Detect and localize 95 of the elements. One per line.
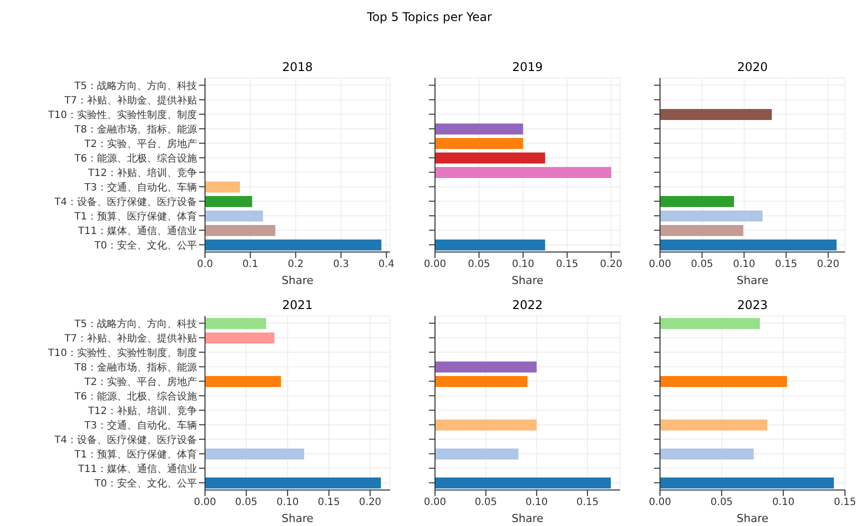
bar (660, 376, 788, 387)
bar (435, 376, 528, 387)
chart-title: 2019 (511, 60, 544, 76)
y-tick-label: T1：预算、医疗保健、体育 (74, 448, 197, 460)
y-tick-label: T5：战略方向、方向、科技 (74, 80, 197, 92)
x-tick-label: 0.10 (276, 497, 299, 508)
y-tick-label: T0：安全、文化、公平 (94, 477, 197, 490)
bar (205, 332, 274, 344)
y-tick-label: T4：设备、医疗保健、医疗设备 (54, 196, 197, 208)
bar (660, 109, 772, 120)
bar (205, 448, 304, 460)
bar (205, 196, 252, 207)
x-axis-title: Share (282, 512, 314, 525)
x-tick-label: 0.15 (775, 259, 798, 270)
bar (205, 240, 382, 250)
y-tick-label: T0：安全、文化、公平 (94, 239, 197, 252)
y-tick-label: T8：金融市场、指标、能源 (74, 123, 197, 136)
chart-title: 2018 (281, 60, 314, 76)
bar (435, 362, 537, 372)
y-tick-label: T1：预算、医疗保健、体育 (74, 210, 197, 222)
y-tick-label: T6：能源、北极、综合设施 (74, 390, 197, 402)
x-tick-label: 0.10 (772, 497, 794, 508)
y-tick-label: T4：设备、医疗保健、医疗设备 (54, 434, 197, 446)
bar (435, 138, 524, 149)
x-tick-label: 0.05 (468, 259, 490, 270)
x-tick-label: 0.20 (359, 497, 382, 508)
x-tick-label: 0.2 (288, 259, 304, 270)
bar (435, 152, 546, 164)
x-tick-label: 0.00 (424, 259, 446, 270)
x-tick-label: 0.10 (512, 259, 534, 270)
y-tick-label: T3：交通、自动化、车辆 (84, 419, 197, 432)
x-tick-label: 0.05 (235, 497, 258, 508)
bar (660, 448, 754, 460)
bar (435, 478, 611, 488)
x-tick-label: 0.15 (834, 497, 856, 508)
y-tick-label: T12：补贴、培训、竞争 (87, 166, 197, 179)
y-tick-label: T11：媒体、通信、通信业 (77, 462, 197, 475)
bar (435, 448, 518, 460)
x-tick-label: 0.05 (474, 497, 497, 508)
y-tick-label: T2：实验、平台、房地产 (84, 138, 197, 150)
bar (660, 240, 837, 250)
x-tick-label: 0.05 (690, 259, 714, 270)
bar (205, 318, 266, 329)
x-tick-label: 0.1 (242, 259, 258, 270)
chart-title: 2020 (736, 60, 769, 76)
x-tick-label: 0.00 (648, 497, 672, 508)
x-tick-label: 0.10 (732, 259, 756, 270)
y-tick-label: T8：金融市场、指标、能源 (74, 361, 197, 374)
x-tick-label: 0.15 (556, 259, 578, 270)
x-axis-title: Share (512, 274, 544, 287)
x-tick-label: 0.20 (600, 259, 622, 270)
x-axis-title: Share (512, 512, 544, 525)
chart-title: 2022 (511, 298, 544, 314)
x-tick-label: 0.4 (378, 259, 394, 270)
y-tick-label: T7：补贴、补助金、提供补贴 (64, 94, 197, 106)
y-tick-label: T5：战略方向、方向、科技 (74, 318, 197, 330)
bar (660, 318, 760, 329)
y-tick-label: T12：补贴、培训、竞争 (87, 404, 197, 417)
y-tick-label: T2：实验、平台、房地产 (84, 376, 197, 388)
x-tick-label: 0.10 (526, 497, 548, 508)
bar (660, 210, 763, 222)
x-tick-label: 0.20 (817, 259, 840, 270)
bar (435, 167, 612, 178)
x-tick-label: 0.0 (197, 259, 213, 270)
bar (205, 210, 264, 222)
x-axis-title: Share (736, 274, 769, 287)
text: Top 5 Topics per Year (366, 10, 493, 24)
y-tick-label: T10：实验性、实验性制度、制度 (47, 108, 197, 121)
chart-title: 2021 (281, 298, 314, 314)
y-tick-label: T10：实验性、实验性制度、制度 (47, 346, 197, 359)
bar (660, 478, 834, 488)
bar (435, 124, 524, 134)
chart-title: 2023 (736, 298, 769, 314)
bar (660, 420, 768, 430)
y-tick-label: T7：补贴、补助金、提供补贴 (64, 332, 197, 344)
x-tick-label: 0.15 (576, 497, 599, 508)
y-tick-label: T3：交通、自动化、车辆 (84, 181, 197, 194)
x-tick-label: 0.00 (194, 497, 216, 508)
y-tick-label: T11：媒体、通信、通信业 (77, 224, 197, 237)
x-axis-title: Share (282, 274, 314, 287)
bar (660, 196, 734, 207)
x-tick-label: 0.00 (648, 259, 672, 270)
x-tick-label: 0.05 (710, 497, 733, 508)
bar (205, 376, 281, 387)
bar (205, 182, 240, 192)
bar (660, 225, 744, 236)
x-tick-label: 0.3 (333, 259, 349, 270)
x-axis-title: Share (736, 512, 769, 525)
y-tick-label: T6：能源、北极、综合设施 (74, 152, 197, 164)
x-tick-label: 0.00 (424, 497, 446, 508)
x-tick-label: 0.15 (318, 497, 340, 508)
bar (205, 478, 381, 488)
bar (205, 225, 276, 236)
bar (435, 420, 537, 430)
bar (435, 240, 546, 250)
